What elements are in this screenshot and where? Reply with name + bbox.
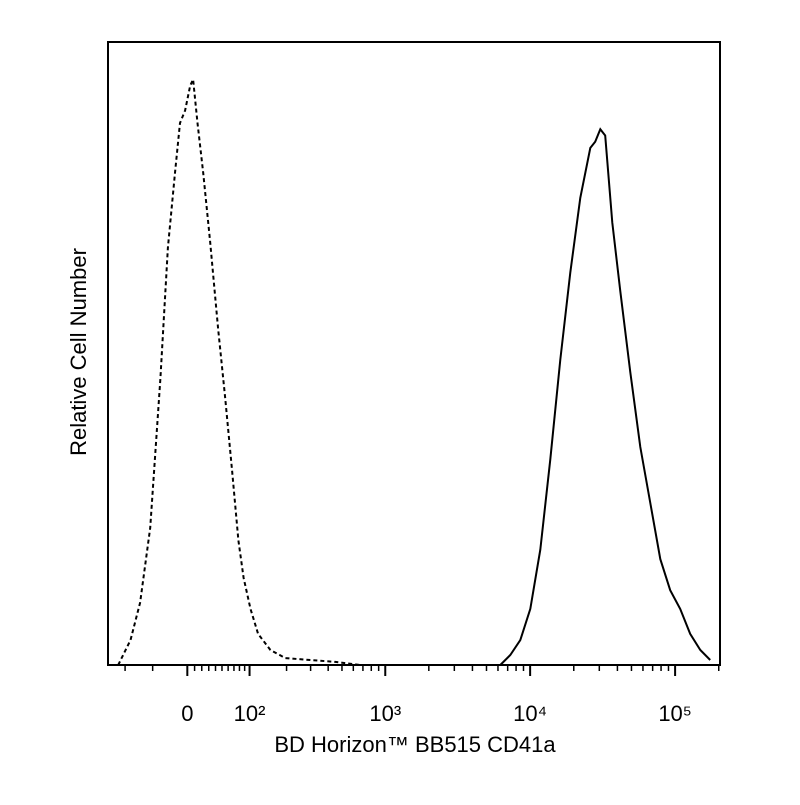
x-axis-label: BD Horizon™ BB515 CD41a (274, 732, 556, 757)
plot-frame (107, 41, 721, 666)
y-axis-label: Relative Cell Number (66, 248, 91, 456)
histogram-curve (499, 127, 711, 666)
x-tick-label: 10⁵ (658, 701, 692, 726)
x-tick-label: 0 (181, 701, 193, 726)
x-tick-label: 10³ (369, 701, 401, 726)
x-tick-label: 10⁴ (513, 701, 547, 726)
x-tick-label: 10² (234, 701, 266, 726)
histogram-curve (117, 75, 361, 666)
